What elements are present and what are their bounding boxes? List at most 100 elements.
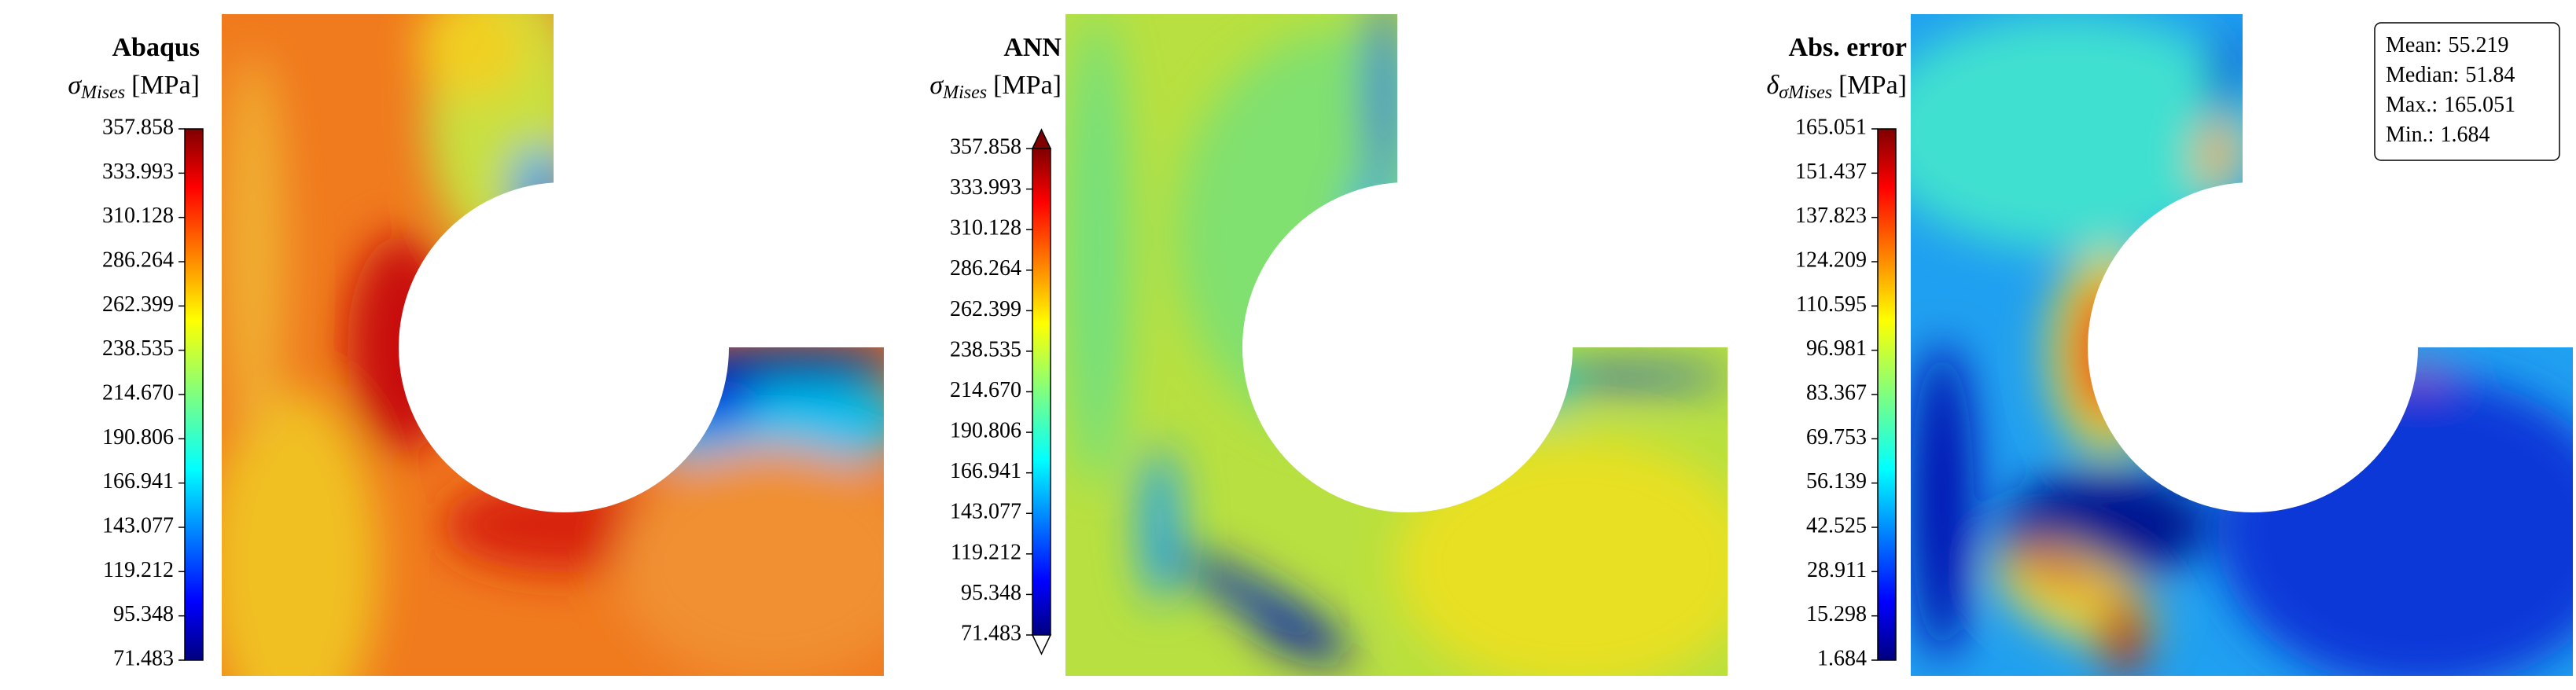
colorbar — [1877, 128, 1897, 661]
colorbar-tick-label: 166.941 — [102, 469, 174, 494]
field-region — [1871, 14, 2265, 250]
field-region — [2198, 120, 2237, 191]
colorbar-tick-label: 124.209 — [1795, 248, 1867, 272]
panel — [1065, 0, 1757, 690]
contour-field — [206, 0, 929, 690]
label-symbol: σ — [68, 71, 82, 100]
colorbar-label: δσMises [MPa] — [1766, 71, 1907, 103]
field-region — [2217, 376, 2576, 690]
colorbar-tick-label: 143.077 — [950, 500, 1021, 524]
field-region — [1911, 344, 1974, 659]
field-blobs — [1065, 0, 1757, 690]
stats-label: Median: — [2386, 63, 2459, 87]
colorbar-tick-label: 95.348 — [113, 602, 174, 626]
field-region — [1257, 623, 1346, 662]
colorbar-tick-label: 286.264 — [950, 256, 1021, 281]
colorbar-tick-label: 310.128 — [950, 216, 1021, 240]
label-symbol: δ — [1766, 71, 1779, 100]
stats-value: 1.684 — [2440, 123, 2490, 147]
field-region — [206, 391, 379, 690]
label-subscript: Mises — [942, 83, 987, 103]
label-unit: [MPa] — [993, 71, 1062, 100]
colorbar-label: σMises [MPa] — [68, 71, 200, 103]
field-region — [348, 234, 458, 454]
stats-entry: Max.: 165.051 — [2386, 93, 2515, 117]
field-region — [1370, 0, 1398, 195]
label-subscript: Mises — [80, 83, 125, 103]
stats-entry: Median: 51.84 — [2386, 63, 2515, 87]
field-region — [2002, 546, 2103, 598]
label-unit: [MPa] — [131, 71, 200, 100]
stats-value: 165.051 — [2444, 93, 2515, 117]
stats-value: 51.84 — [2465, 63, 2515, 87]
colorbar-tick-label: 71.483 — [961, 621, 1021, 645]
colorbar-tick-label: 214.670 — [950, 378, 1021, 402]
colorbar-tick-label: 110.595 — [1796, 292, 1867, 317]
colorbar-tick-label: 151.437 — [1795, 160, 1867, 184]
field-region — [615, 446, 929, 682]
colorbar-tick-label: 238.535 — [950, 337, 1021, 362]
label-unit: [MPa] — [1838, 71, 1907, 100]
colorbar-tick-label: 1.684 — [1817, 646, 1867, 670]
colorbar-tick-label: 190.806 — [950, 419, 1021, 443]
colorbar-tick-label: 310.128 — [102, 204, 174, 228]
colorbar-tick-label: 28.911 — [1807, 558, 1867, 582]
colorbar-tick-label: 166.941 — [950, 459, 1021, 483]
field-region — [1396, 439, 1757, 690]
panel — [1871, 14, 2576, 690]
field-region — [1172, 550, 1352, 657]
stats-box — [2374, 22, 2560, 161]
field-region — [1176, 30, 1522, 439]
contour-field — [1871, 14, 2576, 690]
colorbar-label: σMises [MPa] — [929, 71, 1062, 103]
panel-title: Abaqus — [112, 33, 200, 62]
panel-title: ANN — [1003, 33, 1062, 62]
field-region — [222, 53, 285, 446]
colorbar-tick-label: 15.298 — [1806, 602, 1867, 626]
panel-title: Abs. error — [1789, 33, 1907, 62]
colorbar-tick-label: 137.823 — [1795, 204, 1867, 228]
colorbar-tick-label: 95.348 — [961, 581, 1021, 605]
colorbar-tick-label: 71.483 — [113, 646, 174, 670]
field-region — [670, 344, 906, 384]
colorbar-tick-label: 333.993 — [102, 160, 174, 184]
panel — [206, 0, 929, 690]
contour-field — [1065, 0, 1757, 690]
colorbar-tick-label: 56.139 — [1806, 469, 1867, 494]
field-blobs — [1871, 14, 2576, 690]
colorbar-tick-label: 190.806 — [102, 425, 174, 450]
colorbar-tick-label: 42.525 — [1806, 513, 1867, 538]
field-region — [1065, 14, 1128, 486]
colorbar-tick-label: 262.399 — [950, 297, 1021, 321]
colorbar-tick-label: 69.753 — [1806, 425, 1867, 450]
stats-value: 55.219 — [2449, 33, 2509, 57]
stats-label: Mean: — [2386, 33, 2442, 57]
colorbar-tick-label: 143.077 — [102, 513, 174, 538]
field-region — [1522, 364, 1569, 411]
colorbar — [1032, 148, 1051, 636]
colorbar-tick-label: 286.264 — [102, 248, 174, 272]
colorbar-tick-label: 119.212 — [951, 540, 1021, 564]
colorbar-tick-label: 119.212 — [103, 558, 174, 582]
colorbar-tick-label: 357.858 — [950, 134, 1021, 159]
colorbar-tick-label: 165.051 — [1795, 115, 1867, 139]
field-region — [513, 148, 568, 211]
stats-entry: Mean: 55.219 — [2386, 33, 2509, 57]
stats-label: Max.: — [2386, 93, 2438, 117]
stats-label: Min.: — [2386, 123, 2434, 147]
field-blobs — [206, 0, 929, 690]
colorbar — [184, 128, 204, 661]
label-symbol: σ — [929, 71, 944, 100]
colorbar-extend-min — [1031, 634, 1052, 655]
colorbar-tick-label: 238.535 — [102, 336, 174, 361]
colorbar-extend-max — [1031, 128, 1052, 149]
field-region — [513, 200, 560, 229]
label-subscript: σMises — [1779, 83, 1832, 103]
colorbar-tick-label: 83.367 — [1806, 380, 1867, 405]
field-region — [1140, 446, 1179, 604]
field-region — [418, 0, 528, 101]
field-region — [1352, 179, 1384, 242]
colorbar-tick-label: 357.858 — [102, 115, 174, 139]
field-region — [2210, 30, 2241, 124]
